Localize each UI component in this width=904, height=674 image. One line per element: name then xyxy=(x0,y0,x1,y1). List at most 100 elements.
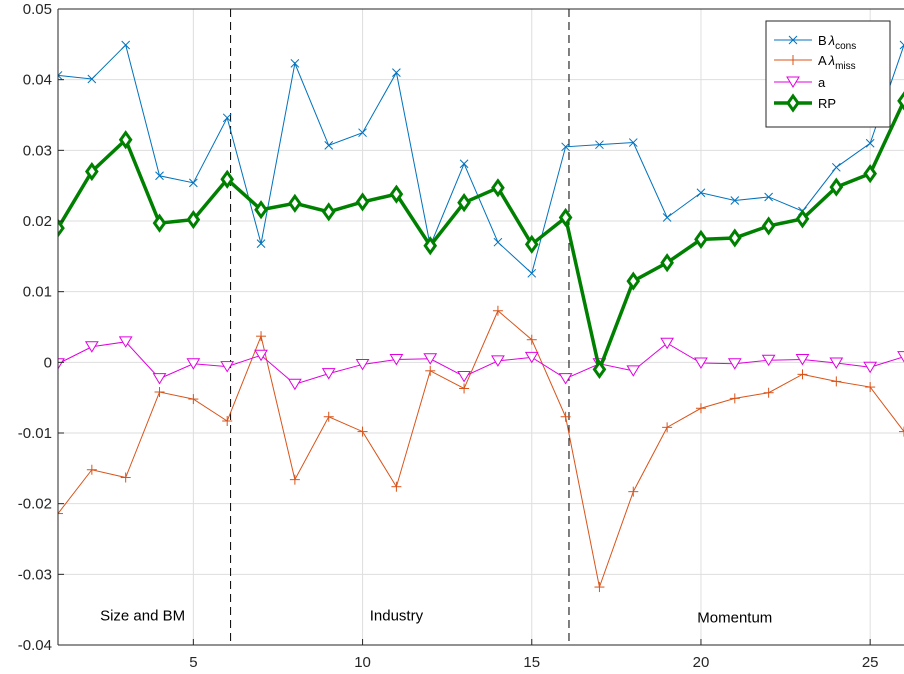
marker-plus xyxy=(289,474,300,485)
marker-plus xyxy=(357,426,368,437)
marker-diamond xyxy=(761,216,776,236)
marker-diamond xyxy=(186,210,201,230)
x-tick-label: 10 xyxy=(354,654,371,671)
series-line xyxy=(58,44,904,275)
marker-diamond xyxy=(84,161,99,182)
marker-triangle xyxy=(558,373,573,385)
marker-diamond xyxy=(897,91,904,111)
marker-diamond xyxy=(254,200,268,220)
marker-triangle xyxy=(287,378,302,391)
divider-lines xyxy=(230,9,570,645)
marker-diamond xyxy=(152,213,167,233)
marker-diamond xyxy=(626,271,641,291)
marker-plus xyxy=(323,411,334,422)
marker-plus xyxy=(662,422,673,433)
series-layer xyxy=(58,40,904,593)
marker-triangle xyxy=(786,76,800,88)
marker-x xyxy=(324,141,334,150)
y-tick-label: 0 xyxy=(44,354,52,371)
marker-triangle xyxy=(355,358,370,371)
marker-plus xyxy=(120,472,131,483)
marker-plus xyxy=(154,387,165,398)
series-line xyxy=(58,309,904,589)
marker-plus xyxy=(628,486,639,497)
marker-x xyxy=(899,40,904,50)
marker-x xyxy=(155,171,164,181)
y-tick-label: -0.04 xyxy=(18,637,52,654)
marker-triangle xyxy=(186,358,201,370)
legend-entry: a xyxy=(774,75,826,90)
marker-plus xyxy=(425,365,436,376)
marker-diamond xyxy=(118,130,133,150)
marker-x xyxy=(189,178,198,188)
section-label: Industry xyxy=(370,607,424,624)
marker-diamond xyxy=(524,234,539,254)
marker-plus xyxy=(763,387,774,398)
marker-x xyxy=(459,159,469,169)
marker-x xyxy=(222,113,232,123)
grid-lines xyxy=(58,8,904,646)
marker-triangle xyxy=(58,358,65,370)
marker-triangle xyxy=(423,353,438,365)
marker-triangle xyxy=(491,355,505,367)
y-tick-label: 0.01 xyxy=(23,284,52,301)
marker-diamond xyxy=(786,93,800,113)
y-tick-label: 0.04 xyxy=(23,72,52,89)
marker-plus xyxy=(492,305,503,316)
marker-x xyxy=(392,68,401,77)
series-rp-3 xyxy=(58,91,904,379)
marker-triangle xyxy=(84,341,99,353)
series-a-2 xyxy=(58,336,904,391)
legend-label: RP xyxy=(818,96,836,111)
marker-diamond xyxy=(58,218,65,238)
marker-diamond xyxy=(355,192,370,212)
marker-diamond xyxy=(694,229,708,249)
marker-x xyxy=(764,192,773,202)
marker-plus xyxy=(222,415,233,426)
marker-plus xyxy=(256,331,267,342)
marker-triangle xyxy=(152,373,167,385)
marker-triangle xyxy=(626,365,641,377)
marker-diamond xyxy=(592,359,607,379)
marker-plus xyxy=(695,403,706,414)
y-tick-label: 0.02 xyxy=(23,213,52,230)
marker-x xyxy=(493,237,503,247)
series-line xyxy=(58,100,904,376)
tick-labels: -0.04 -0.03 -0.02 -0.01 0 0.01 0.02 0.03 0.04 0.0… xyxy=(18,1,879,671)
marker-triangle xyxy=(694,357,708,370)
marker-triangle xyxy=(321,368,336,380)
marker-x xyxy=(527,268,537,278)
marker-triangle xyxy=(897,351,904,363)
x-tick-label: 15 xyxy=(523,654,540,671)
y-tick-label: -0.01 xyxy=(18,425,52,442)
marker-x xyxy=(788,35,798,45)
marker-triangle xyxy=(254,349,268,362)
marker-plus xyxy=(188,394,199,405)
marker-plus xyxy=(831,376,842,387)
marker-triangle xyxy=(457,370,471,383)
marker-x xyxy=(561,142,570,152)
y-tick-label: -0.03 xyxy=(18,566,52,583)
y-tick-label: -0.02 xyxy=(18,496,52,513)
marker-x xyxy=(290,59,300,68)
legend-entry: RP xyxy=(774,93,836,113)
marker-plus xyxy=(526,334,537,345)
marker-diamond xyxy=(389,184,404,204)
marker-plus xyxy=(58,508,63,519)
marker-x xyxy=(865,138,875,148)
marker-diamond xyxy=(558,207,573,228)
marker-triangle xyxy=(118,336,133,348)
section-annotations: Size and BM Industry Momentum xyxy=(100,607,772,626)
marker-x xyxy=(87,74,97,84)
section-label: Momentum xyxy=(697,609,772,626)
x-tick-label: 20 xyxy=(693,654,710,671)
marker-diamond xyxy=(491,178,505,198)
marker-triangle xyxy=(220,361,235,373)
marker-plus xyxy=(788,55,798,65)
marker-plus xyxy=(594,582,605,593)
marker-x xyxy=(121,40,131,50)
marker-diamond xyxy=(220,169,235,189)
